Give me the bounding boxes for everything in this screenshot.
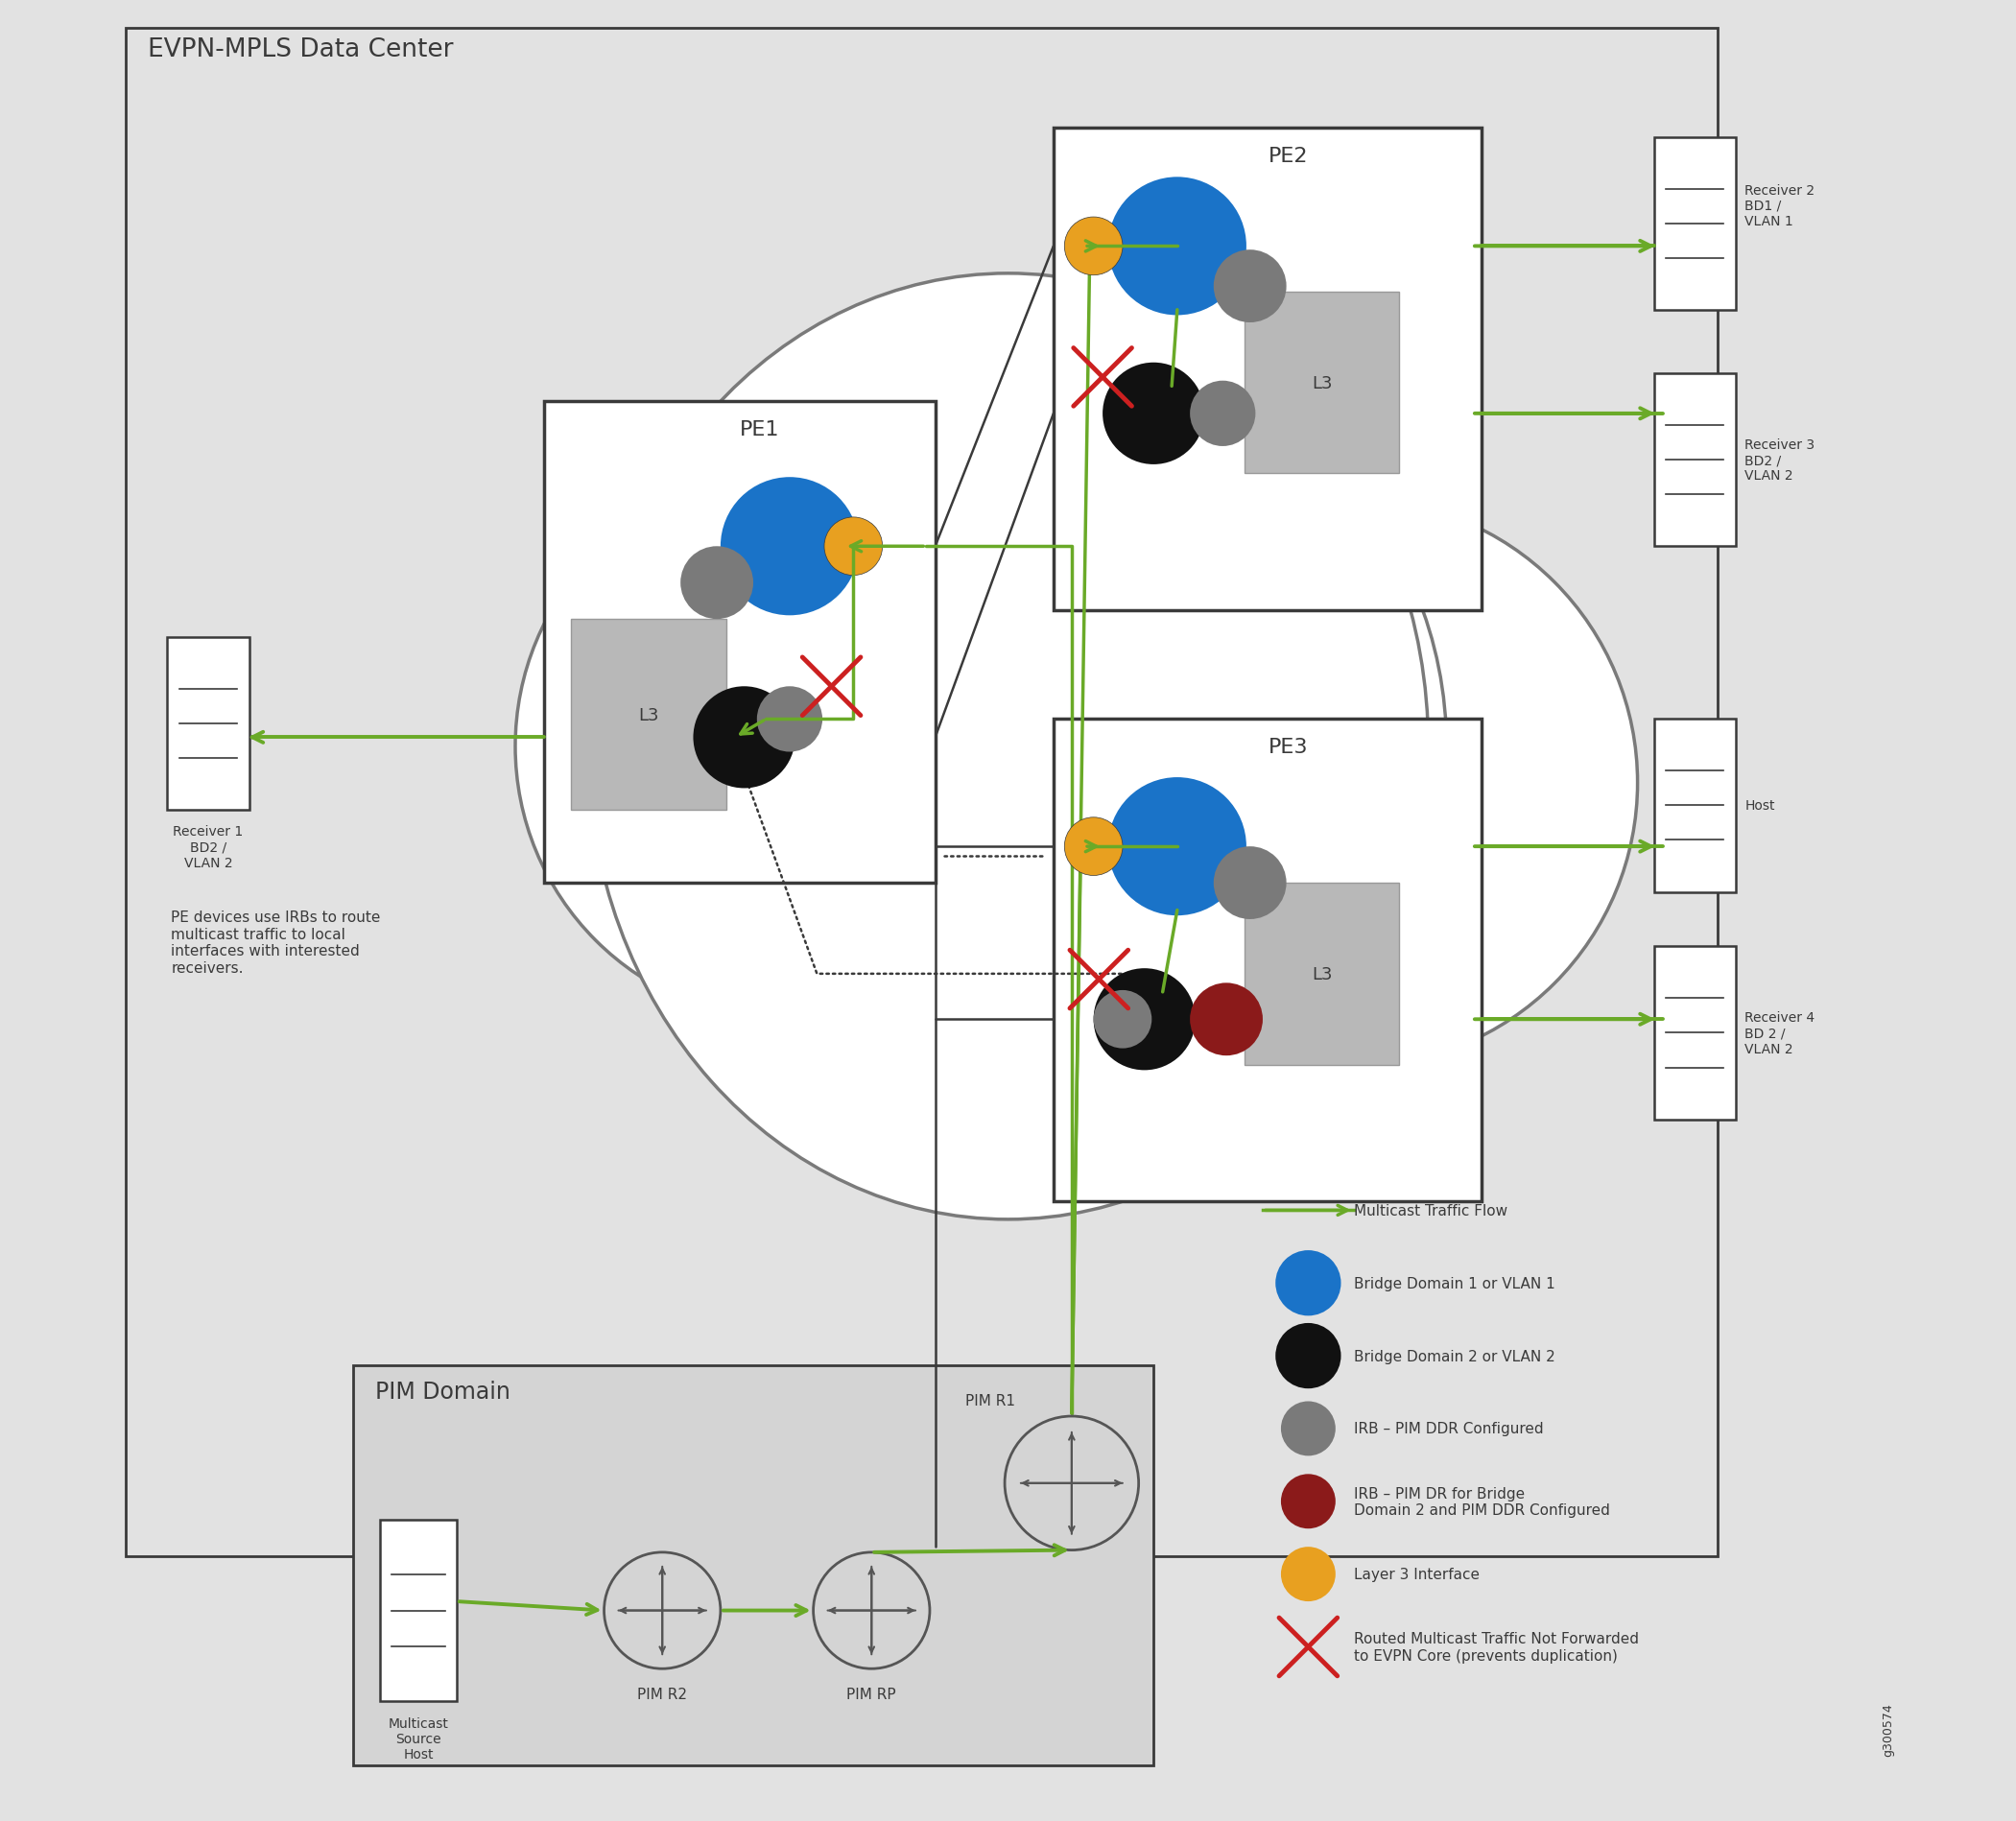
Bar xyxy=(1653,719,1736,892)
Text: PE2: PE2 xyxy=(1268,148,1308,166)
Text: Layer 3 Interface: Layer 3 Interface xyxy=(1353,1568,1480,1581)
Text: Receiver 4
BD 2 /
VLAN 2: Receiver 4 BD 2 / VLAN 2 xyxy=(1746,1011,1814,1056)
Text: EVPN-MPLS Data Center: EVPN-MPLS Data Center xyxy=(147,38,454,62)
Circle shape xyxy=(1070,499,1637,1067)
Circle shape xyxy=(1214,251,1286,322)
Circle shape xyxy=(1103,362,1204,464)
Circle shape xyxy=(1064,818,1123,876)
Bar xyxy=(381,1521,458,1701)
Circle shape xyxy=(825,517,883,575)
Text: L3: L3 xyxy=(1312,965,1333,983)
Circle shape xyxy=(1093,969,1195,1071)
Circle shape xyxy=(1093,991,1151,1049)
Text: Receiver 2
BD1 /
VLAN 1: Receiver 2 BD1 / VLAN 1 xyxy=(1746,184,1814,228)
Text: Bridge Domain 1 or VLAN 1: Bridge Domain 1 or VLAN 1 xyxy=(1353,1277,1554,1291)
Circle shape xyxy=(694,687,794,788)
Circle shape xyxy=(833,335,1476,978)
Text: L3: L3 xyxy=(1312,375,1333,392)
Text: Receiver 1
BD2 /
VLAN 2: Receiver 1 BD2 / VLAN 2 xyxy=(173,825,244,870)
Text: g300574: g300574 xyxy=(1881,1703,1895,1755)
Circle shape xyxy=(877,526,1502,1149)
Bar xyxy=(353,1366,1153,1765)
Bar xyxy=(1653,138,1736,310)
Text: PIM RP: PIM RP xyxy=(847,1686,897,1701)
Ellipse shape xyxy=(589,275,1427,1220)
Circle shape xyxy=(631,370,1312,1051)
Circle shape xyxy=(1004,1417,1139,1550)
Bar xyxy=(125,29,1718,1555)
Text: Multicast Traffic Flow: Multicast Traffic Flow xyxy=(1353,1204,1508,1218)
Bar xyxy=(544,401,935,883)
Circle shape xyxy=(1280,1546,1335,1601)
Text: Routed Multicast Traffic Not Forwarded
to EVPN Core (prevents duplication): Routed Multicast Traffic Not Forwarded t… xyxy=(1353,1632,1639,1663)
Circle shape xyxy=(643,344,1447,1149)
Text: Multicast
Source
Host: Multicast Source Host xyxy=(389,1715,450,1761)
Text: PIM Domain: PIM Domain xyxy=(375,1380,510,1402)
Bar xyxy=(1244,291,1399,473)
Bar xyxy=(1244,883,1399,1065)
Circle shape xyxy=(681,546,754,619)
Circle shape xyxy=(1280,1402,1335,1457)
Text: PIM R1: PIM R1 xyxy=(966,1393,1014,1408)
Circle shape xyxy=(756,687,823,752)
Text: Receiver 3
BD2 /
VLAN 2: Receiver 3 BD2 / VLAN 2 xyxy=(1746,439,1814,483)
Circle shape xyxy=(1109,178,1246,315)
Text: PIM R2: PIM R2 xyxy=(637,1686,687,1701)
Text: IRB – PIM DR for Bridge
Domain 2 and PIM DDR Configured: IRB – PIM DR for Bridge Domain 2 and PIM… xyxy=(1353,1486,1611,1517)
Circle shape xyxy=(720,477,859,615)
Text: IRB – PIM DDR Configured: IRB – PIM DDR Configured xyxy=(1353,1422,1544,1437)
Bar xyxy=(167,637,250,810)
Circle shape xyxy=(1276,1324,1341,1389)
Text: Bridge Domain 2 or VLAN 2: Bridge Domain 2 or VLAN 2 xyxy=(1353,1349,1554,1364)
Bar xyxy=(1653,947,1736,1120)
Circle shape xyxy=(1109,778,1246,916)
Text: Host: Host xyxy=(1746,799,1776,812)
Bar xyxy=(571,619,726,810)
Bar xyxy=(1054,129,1482,610)
Circle shape xyxy=(1214,847,1286,920)
Circle shape xyxy=(1064,219,1123,277)
Bar xyxy=(1054,719,1482,1202)
Circle shape xyxy=(1189,381,1256,446)
Text: PE1: PE1 xyxy=(740,419,778,439)
Text: EVPN: EVPN xyxy=(798,712,891,745)
Text: PE3: PE3 xyxy=(1268,738,1308,758)
Circle shape xyxy=(516,473,1064,1022)
Text: L3: L3 xyxy=(639,707,659,723)
Circle shape xyxy=(1280,1475,1335,1530)
Circle shape xyxy=(605,1551,720,1668)
Bar xyxy=(1653,373,1736,546)
Circle shape xyxy=(641,506,1302,1169)
Text: PE devices use IRBs to route
multicast traffic to local
interfaces with interest: PE devices use IRBs to route multicast t… xyxy=(171,910,381,974)
Circle shape xyxy=(1276,1251,1341,1317)
Circle shape xyxy=(1189,983,1262,1056)
Circle shape xyxy=(812,1551,929,1668)
